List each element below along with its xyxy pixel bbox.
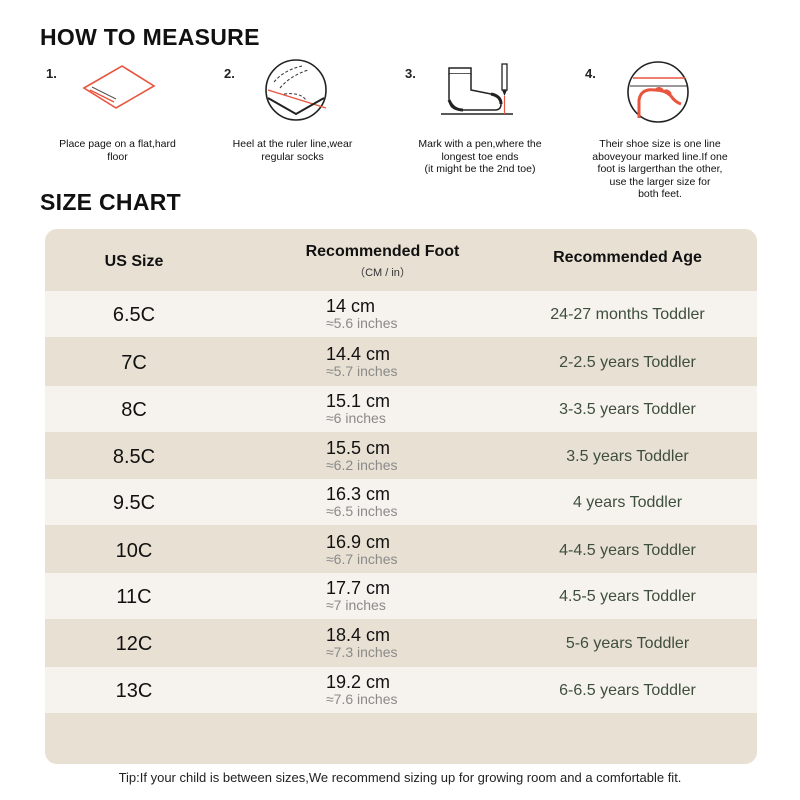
step-number: 2. [224, 66, 235, 81]
step-description: Their shoe size is one line aboveyour ma… [570, 138, 750, 201]
sizing-tip: Tip:If your child is between sizes,We re… [118, 770, 682, 785]
sock-and-pen-icon [439, 60, 515, 125]
how-to-measure-title: HOW TO MEASURE [40, 24, 260, 50]
foot-length-cm: 18.4 cm [326, 625, 391, 645]
foot-length-inches: ≈6 inches [326, 410, 386, 426]
header-foot-unit: （CM / in） [354, 267, 411, 279]
header-recommended-foot: Recommended Foot （CM / in） [270, 243, 495, 280]
foot-length-cm: 14.4 cm [326, 344, 391, 364]
step-number: 1. [46, 66, 57, 81]
recommended-age-cell: 2-2.5 years Toddler [559, 354, 696, 371]
step-description: Place page on a flat,hard floor [40, 138, 195, 163]
us-size-cell: 11C [116, 586, 152, 608]
us-size-cell: 7C [121, 352, 147, 374]
table-header: US Size Recommended Foot （CM / in） Recom… [45, 229, 757, 289]
step-line: Place page on a flat,hard [59, 138, 176, 150]
recommended-age-cell: 5-6 years Toddler [565, 635, 690, 652]
paper-on-floor-icon [78, 60, 158, 117]
foot-length-cell: 19.2 cm ≈7.6 inches [326, 673, 526, 707]
size-chart-title: SIZE CHART [40, 189, 181, 215]
foot-length-inches: ≈7.3 inches [326, 644, 398, 660]
foot-length-inches: ≈6.5 inches [326, 503, 398, 519]
us-size-cell: 12C [115, 633, 153, 655]
us-size-cell: 8.5C [112, 446, 156, 468]
foot-length-inches: ≈7 inches [326, 597, 386, 613]
foot-length-inches: ≈5.6 inches [326, 315, 398, 331]
step-line: Their shoe size is one line [599, 138, 721, 150]
step-description: Mark with a pen,where the longest toe en… [395, 138, 565, 176]
foot-length-cell: 15.5 cm ≈6.2 inches [326, 439, 526, 473]
step-number: 3. [405, 66, 416, 81]
step-line: longest toe ends [441, 150, 519, 163]
us-size-cell: 6.5C [112, 304, 156, 326]
table-row: 11C 17.7 cm ≈7 inches 4.5-5 years Toddler [45, 573, 757, 619]
foot-length-cell: 14 cm ≈5.6 inches [326, 297, 526, 331]
table-row: 8C 15.1 cm ≈6 inches 3-3.5 years Toddler [45, 386, 757, 432]
foot-length-cm: 19.2 cm [326, 672, 391, 692]
heel-on-ruler-icon [262, 58, 332, 127]
foot-length-cm: 15.1 cm [326, 391, 391, 411]
recommended-age-cell: 6-6.5 years Toddler [559, 682, 696, 699]
foot-length-inches: ≈7.6 inches [326, 691, 398, 707]
step-line: Heel at the ruler line,wear [232, 138, 353, 150]
foot-length-inches: ≈6.2 inches [326, 457, 398, 473]
foot-length-cell: 16.9 cm ≈6.7 inches [326, 533, 526, 567]
foot-length-cm: 16.3 cm [326, 484, 391, 504]
table-row: 13C 19.2 cm ≈7.6 inches 6-6.5 years Toddler [45, 667, 757, 713]
step-line: floor [107, 150, 128, 163]
step-line: regular socks [261, 150, 324, 163]
foot-length-cell: 16.3 cm ≈6.5 inches [326, 485, 526, 519]
foot-length-inches: ≈6.7 inches [326, 551, 398, 567]
recommended-age-cell: 24-27 months Toddler [550, 306, 705, 323]
step-number: 4. [585, 66, 596, 81]
table-row: 8.5C 15.5 cm ≈6.2 inches 3.5 years Toddler [45, 433, 757, 479]
step-line: foot is largerthan the other, [597, 163, 723, 175]
step-line: use the larger size for [609, 175, 711, 188]
step-line: (it might be the 2nd toe) [424, 163, 536, 175]
foot-length-cm: 17.7 cm [326, 578, 391, 598]
us-size-cell: 13C [115, 680, 153, 702]
recommended-age-cell: 3-3.5 years Toddler [559, 401, 696, 418]
table-row: 6.5C 14 cm ≈5.6 inches 24-27 months Toddler [45, 291, 757, 337]
table-row: 12C 18.4 cm ≈7.3 inches 5-6 years Toddler [45, 620, 757, 666]
foot-length-cell: 15.1 cm ≈6 inches [326, 392, 526, 426]
us-size-cell: 8C [121, 399, 147, 421]
recommended-age-cell: 4.5-5 years Toddler [559, 588, 696, 605]
foot-length-cm: 16.9 cm [326, 532, 391, 552]
table-row: 9.5C 16.3 cm ≈6.5 inches 4 years Toddler [45, 479, 757, 525]
header-us-size: US Size [104, 253, 164, 270]
foot-length-cell: 18.4 cm ≈7.3 inches [326, 626, 526, 660]
step-line: aboveyour marked line.If one [592, 150, 728, 163]
foot-length-cm: 14 cm [326, 296, 376, 316]
foot-length-cell: 14.4 cm ≈5.7 inches [326, 345, 526, 379]
foot-length-cm: 15.5 cm [326, 438, 391, 458]
table-row: 10C 16.9 cm ≈6.7 inches 4-4.5 years Toddler [45, 527, 757, 573]
step-description: Heel at the ruler line,wear regular sock… [210, 138, 375, 163]
foot-length-cell: 17.7 cm ≈7 inches [326, 579, 526, 613]
recommended-age-cell: 4 years Toddler [572, 494, 683, 511]
step-line: Mark with a pen,where the [418, 138, 542, 150]
recommended-age-cell: 3.5 years Toddler [566, 448, 689, 465]
header-foot-label: Recommended Foot [305, 243, 460, 260]
toe-line-icon [625, 60, 695, 129]
us-size-cell: 9.5C [112, 492, 156, 514]
us-size-cell: 10C [115, 540, 153, 562]
table-row: 7C 14.4 cm ≈5.7 inches 2-2.5 years Toddler [45, 339, 757, 385]
foot-length-inches: ≈5.7 inches [326, 363, 398, 379]
step-line: both feet. [638, 188, 682, 200]
header-recommended-age: Recommended Age [553, 249, 702, 266]
size-chart-table: US Size Recommended Foot （CM / in） Recom… [45, 229, 757, 764]
recommended-age-cell: 4-4.5 years Toddler [559, 542, 696, 559]
